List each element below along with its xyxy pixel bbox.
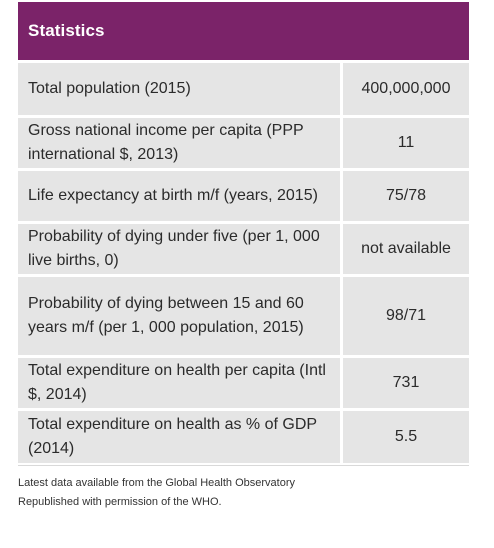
table-row: Total expenditure on health per capita (… [18, 356, 469, 410]
table-row: Life expectancy at birth m/f (years, 201… [18, 169, 469, 223]
table-row: Total population (2015) 400,000,000 [18, 61, 469, 117]
row-label: Life expectancy at birth m/f (years, 201… [18, 169, 342, 223]
row-label: Total population (2015) [18, 61, 342, 117]
row-label: Total expenditure on health per capita (… [18, 356, 342, 410]
row-label: Probability of dying between 15 and 60 y… [18, 275, 342, 357]
statistics-header: Statistics [18, 2, 469, 60]
footnote-permission: Republished with permission of the WHO. [18, 495, 222, 508]
row-value: 98/71 [340, 275, 469, 357]
footnote-source: Latest data available from the Global He… [18, 476, 295, 489]
table-row: Probability of dying between 15 and 60 y… [18, 275, 469, 357]
row-label: Total expenditure on health as % of GDP … [18, 409, 342, 463]
row-value: 11 [340, 116, 469, 170]
footnote-divider [18, 464, 469, 466]
row-label: Probability of dying under five (per 1, … [18, 222, 342, 276]
statistics-table: Total population (2015) 400,000,000 Gros… [18, 60, 469, 463]
row-value: not available [340, 222, 469, 276]
statistics-card: Statistics Total population (2015) 400,0… [18, 2, 469, 512]
footnote: Latest data available from the Global He… [18, 474, 469, 512]
row-value: 75/78 [340, 169, 469, 223]
table-row: Probability of dying under five (per 1, … [18, 222, 469, 276]
table-row: Total expenditure on health as % of GDP … [18, 409, 469, 463]
row-value: 400,000,000 [340, 61, 469, 117]
row-value: 731 [340, 356, 469, 410]
table-row: Gross national income per capita (PPP in… [18, 116, 469, 170]
row-value: 5.5 [340, 409, 469, 463]
row-label: Gross national income per capita (PPP in… [18, 116, 342, 170]
statistics-title: Statistics [28, 21, 105, 40]
